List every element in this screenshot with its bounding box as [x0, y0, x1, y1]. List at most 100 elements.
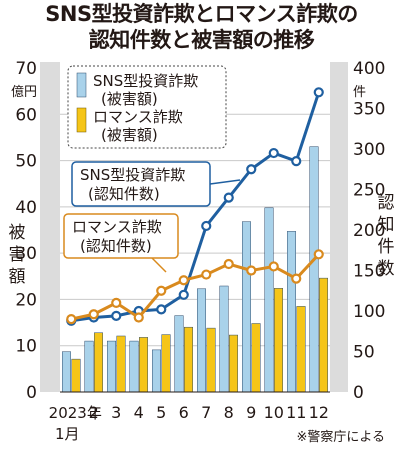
callout-leader-sns — [209, 179, 241, 185]
left-unit: 億円 — [11, 84, 37, 100]
point-romance-count — [111, 297, 122, 308]
point-sns-count — [313, 87, 324, 98]
point-romance-count — [88, 309, 99, 320]
x-tick-label: 5 — [156, 403, 166, 422]
bar-sns-damage — [62, 351, 71, 393]
callout-label-sns-sub: (認知件数) — [88, 185, 160, 203]
legend-label-romance-sub: (被害額) — [101, 126, 158, 144]
bar-romance-damage — [116, 335, 126, 393]
left-tick-label: 70 — [15, 59, 37, 79]
right-tick-label: 100 — [353, 302, 385, 322]
callout-label-romance-sub: (認知件数) — [80, 237, 152, 255]
bar-romance-damage — [71, 358, 81, 393]
right-axis-title-char: 認 — [378, 193, 395, 213]
chart-title-line2: 認知件数と被害額の推移 — [88, 28, 315, 52]
point-romance-count — [201, 269, 212, 280]
point-romance-count — [268, 261, 279, 272]
left-tick-label: 20 — [15, 290, 37, 310]
legend-label-sns-sub: (被害額) — [101, 90, 158, 108]
bar-sns-damage — [309, 146, 319, 393]
point-romance-count — [246, 265, 257, 276]
bar-sns-damage — [219, 285, 229, 393]
left-axis-title-char: 被 — [9, 223, 26, 243]
x-tick-label: 10 — [264, 403, 284, 422]
callout-leader-romance — [151, 257, 167, 273]
bar-romance-damage — [296, 306, 306, 393]
left-axis-title-char: 害 — [9, 245, 26, 265]
left-tick-label: 0 — [26, 383, 37, 403]
bar-romance-damage — [161, 334, 171, 393]
legend-label-romance: ロマンス詐欺 — [93, 108, 183, 126]
right-tick-label: 50 — [353, 343, 375, 363]
point-sns-count — [111, 310, 122, 321]
x-tick-label: 2023年 — [49, 404, 102, 422]
right-unit: 件 — [353, 85, 366, 100]
bar-sns-damage — [174, 315, 184, 393]
point-sns-count — [223, 192, 234, 203]
x-tick-label: 6 — [179, 403, 189, 422]
left-tick-label: 40 — [15, 198, 37, 218]
left-axis-band — [40, 62, 60, 392]
right-tick-label: 350 — [353, 100, 385, 120]
right-tick-label: 400 — [353, 59, 385, 79]
x-tick-label: 3 — [111, 403, 121, 422]
callout-label-romance: ロマンス詐欺 — [72, 218, 162, 236]
x-tick-label: 7 — [201, 403, 211, 422]
right-axis-title-char: 数 — [378, 259, 395, 279]
bar-romance-damage — [229, 334, 238, 393]
right-tick-label: 0 — [353, 383, 364, 403]
point-romance-count — [156, 285, 167, 296]
bar-sns-damage — [197, 288, 206, 393]
x-tick-label: 9 — [246, 403, 256, 422]
point-sns-count — [178, 289, 189, 300]
legend-box — [67, 65, 227, 149]
callout-label-sns: SNS型投資詐欺 — [80, 166, 185, 184]
point-romance-count — [178, 275, 189, 286]
bar-romance-damage — [274, 288, 283, 393]
x-tick-label: 4 — [134, 403, 144, 422]
bar-romance-damage — [251, 323, 261, 393]
legend-label-sns: SNS型投資詐欺 — [93, 72, 198, 90]
bar-romance-damage — [94, 332, 103, 393]
right-tick-label: 200 — [353, 221, 385, 241]
x-tick-label: 2 — [89, 403, 99, 422]
right-axis-band — [330, 62, 348, 392]
left-tick-label: 50 — [15, 152, 37, 172]
source-note: ※警察庁による — [296, 430, 385, 445]
right-tick-label: 300 — [353, 140, 385, 160]
point-romance-count — [133, 312, 144, 323]
legend-swatch-romance — [76, 107, 87, 133]
point-romance-count — [66, 314, 77, 325]
bar-sns-damage — [107, 340, 116, 393]
bar-romance-damage — [139, 337, 148, 393]
right-axis-title-char: 件 — [378, 237, 395, 257]
point-sns-count — [268, 147, 279, 159]
bar-romance-damage — [206, 327, 216, 393]
bar-romance-damage — [319, 277, 328, 393]
point-romance-count — [313, 249, 324, 260]
point-sns-count — [201, 220, 212, 232]
bar-sns-damage — [287, 231, 296, 393]
left-tick-label: 10 — [15, 337, 37, 357]
right-tick-label: 150 — [353, 262, 385, 282]
x-tick-label: 1月 — [55, 425, 80, 443]
bar-sns-damage — [152, 349, 161, 393]
chart-title-line1: SNS型投資詐欺とロマンス詐欺の — [45, 2, 358, 26]
legend-swatch-sns — [76, 72, 87, 98]
left-axis-title-char: 額 — [9, 267, 26, 287]
point-romance-count — [223, 258, 234, 270]
right-axis-title-char: 知 — [378, 215, 395, 235]
bar-sns-damage — [264, 207, 274, 393]
bar-sns-damage — [129, 340, 139, 393]
left-tick-label: 30 — [15, 244, 37, 264]
callout-box-romance — [63, 213, 179, 259]
point-romance-count — [291, 273, 302, 284]
bar-sns-damage — [84, 340, 94, 393]
bar-romance-damage — [184, 326, 193, 393]
x-tick-label: 12 — [309, 403, 329, 422]
bar-sns-damage — [242, 221, 251, 393]
left-tick-label: 60 — [15, 105, 37, 125]
right-tick-label: 250 — [353, 181, 385, 201]
point-sns-count — [291, 156, 302, 167]
